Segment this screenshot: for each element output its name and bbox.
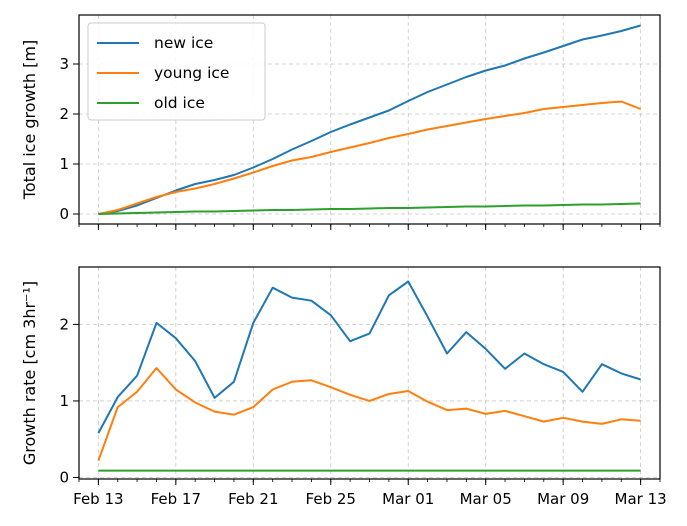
series-line-new-ice	[98, 24, 641, 215]
legend-label: young ice	[154, 64, 229, 82]
x-tick-label: Feb 13	[73, 490, 123, 508]
bottom-axes-frame	[78, 266, 661, 480]
legend: new ice young ice old ice	[87, 22, 266, 121]
y-tick-label: 1	[59, 392, 69, 410]
x-tick-label: Feb 17	[151, 490, 201, 508]
legend-label: old ice	[154, 94, 205, 112]
top-x-ticks	[78, 224, 661, 230]
top-grid	[79, 15, 660, 224]
x-tick-label: Feb 25	[306, 490, 356, 508]
top-series-lines	[98, 24, 641, 215]
top-y-axis-label: Total ice growth [m]	[20, 40, 39, 200]
x-tick-label: Mar 05	[460, 490, 512, 508]
x-tick-label: Mar 09	[537, 490, 589, 508]
legend-box	[87, 22, 266, 121]
top-y-ticks: 0 1 2 3	[59, 55, 79, 223]
bottom-series-lines	[97, 280, 641, 472]
series-line-young-ice	[97, 367, 641, 461]
series-line-new-ice	[97, 280, 641, 434]
y-tick-label: 0	[59, 205, 69, 223]
top-panel: 0 1 2 3 Total ice growth [m] new ice young i…	[20, 14, 661, 230]
series-line-old-ice	[98, 202, 641, 215]
bottom-panel: 0 1 2 Feb 13 Feb 17 Feb 21 Feb 25 Mar 01 Mar 05…	[20, 266, 667, 508]
y-tick-label: 2	[59, 315, 69, 333]
legend-label: new ice	[154, 34, 213, 52]
y-tick-label: 3	[59, 55, 69, 73]
y-tick-label: 1	[59, 155, 69, 173]
y-tick-label: 0	[59, 468, 69, 486]
y-tick-label: 2	[59, 105, 69, 123]
x-tick-label: Mar 01	[382, 490, 434, 508]
bottom-x-ticks: Feb 13 Feb 17 Feb 21 Feb 25 Mar 01 Mar 05 Mar …	[73, 479, 667, 508]
bottom-grid	[79, 267, 660, 479]
x-tick-label: Mar 13	[615, 490, 667, 508]
series-line-young-ice	[98, 100, 641, 215]
bottom-y-axis-label: Growth rate [cm 3hr⁻¹]	[20, 281, 39, 465]
bottom-y-ticks: 0 1 2	[59, 315, 79, 486]
x-tick-label: Feb 21	[228, 490, 278, 508]
